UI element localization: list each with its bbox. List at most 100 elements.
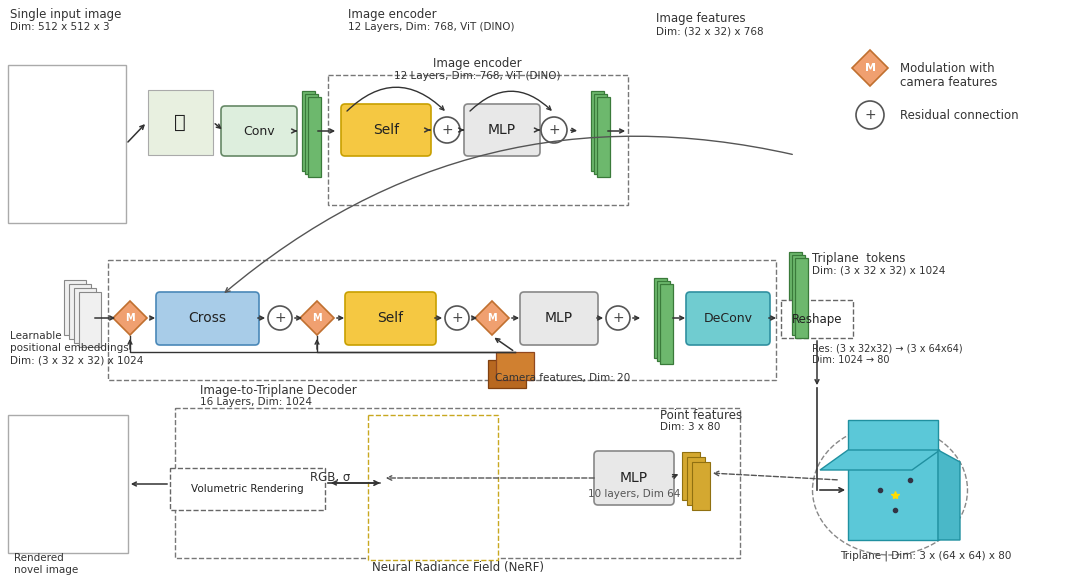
Text: Dim: 512 x 512 x 3: Dim: 512 x 512 x 3 — [10, 22, 110, 32]
Bar — [175, 408, 740, 558]
Bar — [69, 284, 91, 339]
Bar — [593, 94, 606, 174]
Bar — [108, 260, 776, 380]
Bar — [596, 97, 609, 177]
Text: Volumetric Rendering: Volumetric Rendering — [190, 484, 304, 494]
Text: Triplane | Dim: 3 x (64 x 64) x 80: Triplane | Dim: 3 x (64 x 64) x 80 — [840, 551, 1012, 561]
Text: +: + — [442, 123, 453, 137]
Ellipse shape — [434, 117, 460, 143]
Bar — [591, 91, 604, 171]
Bar — [64, 280, 86, 335]
Text: M: M — [865, 63, 876, 73]
FancyBboxPatch shape — [687, 292, 770, 345]
Bar — [682, 452, 700, 500]
Text: Image-to-Triplane Decoder: Image-to-Triplane Decoder — [200, 383, 357, 396]
Bar — [848, 420, 938, 540]
FancyBboxPatch shape — [341, 104, 431, 156]
Text: MLP: MLP — [487, 123, 516, 137]
Text: Rendered: Rendered — [14, 553, 64, 563]
Bar — [656, 281, 669, 361]
Bar — [327, 75, 628, 205]
Text: DeConv: DeConv — [704, 311, 753, 325]
Text: Res: (3 x 32x32) → (3 x 64x64): Res: (3 x 32x32) → (3 x 64x64) — [812, 343, 963, 353]
Ellipse shape — [541, 117, 567, 143]
Text: Image encoder: Image encoder — [433, 56, 521, 70]
FancyBboxPatch shape — [463, 104, 540, 156]
Text: +: + — [274, 311, 286, 325]
FancyBboxPatch shape — [594, 451, 673, 505]
Text: Dim: (32 x 32) x 768: Dim: (32 x 32) x 768 — [656, 26, 764, 36]
Text: M: M — [312, 313, 322, 323]
Bar — [794, 258, 807, 338]
Bar — [791, 255, 804, 335]
Text: +: + — [613, 311, 623, 325]
Polygon shape — [938, 450, 960, 540]
Text: novel image: novel image — [14, 565, 78, 575]
Text: camera features: camera features — [900, 76, 998, 88]
Bar — [687, 457, 705, 505]
Text: Camera features, Dim: 20: Camera features, Dim: 20 — [495, 373, 630, 383]
Bar — [496, 352, 534, 380]
Polygon shape — [113, 301, 147, 335]
Text: Self: Self — [373, 123, 399, 137]
FancyBboxPatch shape — [520, 292, 598, 345]
Ellipse shape — [268, 306, 292, 330]
Bar — [781, 300, 853, 338]
Text: Dim: (3 x 32 x 32) x 1024: Dim: (3 x 32 x 32) x 1024 — [812, 265, 945, 275]
Text: 🦒: 🦒 — [174, 113, 186, 131]
Text: Conv: Conv — [244, 124, 275, 138]
Polygon shape — [300, 301, 334, 335]
Bar — [789, 252, 802, 332]
Text: +: + — [452, 311, 462, 325]
Bar — [305, 94, 318, 174]
FancyBboxPatch shape — [221, 106, 297, 156]
Bar — [368, 415, 498, 560]
Text: Dim: (3 x 32 x 32) x 1024: Dim: (3 x 32 x 32) x 1024 — [10, 355, 144, 365]
Text: MLP: MLP — [545, 311, 573, 325]
Text: Dim: 3 x 80: Dim: 3 x 80 — [660, 422, 720, 432]
Text: Self: Self — [376, 311, 403, 325]
Bar — [692, 462, 710, 510]
Bar — [79, 292, 101, 347]
Text: MLP: MLP — [620, 471, 648, 485]
Ellipse shape — [445, 306, 469, 330]
Text: Neural Radiance Field (NeRF): Neural Radiance Field (NeRF) — [372, 561, 544, 575]
Bar — [74, 288, 96, 343]
Bar — [170, 468, 325, 510]
Text: RGB, σ: RGB, σ — [310, 471, 350, 483]
Text: Triplane  tokens: Triplane tokens — [812, 252, 905, 264]
Text: Single input image: Single input image — [10, 8, 122, 20]
Text: 16 Layers, Dim: 1024: 16 Layers, Dim: 1024 — [200, 397, 312, 407]
Text: Residual connection: Residual connection — [900, 109, 1018, 121]
Bar — [654, 278, 667, 358]
Text: 10 layers, Dim 64: 10 layers, Dim 64 — [588, 489, 680, 499]
Bar — [8, 65, 126, 223]
Bar — [148, 90, 213, 155]
Bar — [8, 415, 128, 553]
Text: Learnable: Learnable — [10, 331, 62, 341]
Text: Modulation with: Modulation with — [900, 62, 994, 74]
Text: Reshape: Reshape — [792, 313, 842, 325]
Polygon shape — [820, 450, 940, 470]
Text: 12 Layers, Dim: 768, ViT (DINO): 12 Layers, Dim: 768, ViT (DINO) — [348, 22, 515, 32]
Polygon shape — [475, 301, 509, 335]
Text: Image features: Image features — [656, 12, 745, 24]
Text: 12 Layers, Dim: 768, ViT (DINO): 12 Layers, Dim: 768, ViT (DINO) — [394, 71, 560, 81]
Ellipse shape — [856, 101, 883, 129]
FancyBboxPatch shape — [345, 292, 436, 345]
Text: M: M — [125, 313, 135, 323]
Polygon shape — [852, 50, 888, 86]
Text: Image encoder: Image encoder — [348, 8, 436, 20]
Text: M: M — [487, 313, 497, 323]
Bar — [489, 360, 526, 388]
Text: +: + — [864, 108, 876, 122]
Text: Point features: Point features — [660, 408, 742, 421]
Text: Cross: Cross — [188, 311, 226, 325]
Bar — [308, 97, 321, 177]
Ellipse shape — [606, 306, 630, 330]
Text: +: + — [548, 123, 560, 137]
Bar — [301, 91, 314, 171]
FancyBboxPatch shape — [156, 292, 259, 345]
Bar — [659, 284, 672, 364]
Text: Dim: 1024 → 80: Dim: 1024 → 80 — [812, 355, 890, 365]
